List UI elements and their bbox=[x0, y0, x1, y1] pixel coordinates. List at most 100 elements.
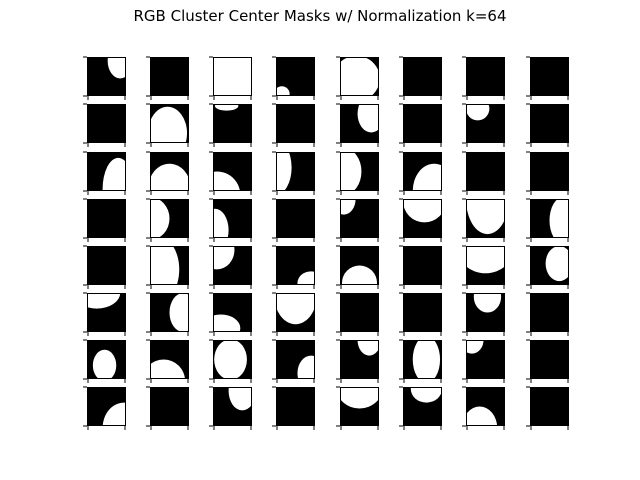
mask-region bbox=[297, 355, 315, 379]
panel-frame bbox=[530, 104, 569, 143]
mask-region bbox=[297, 271, 315, 285]
mask-panel-r5-c5 bbox=[336, 245, 379, 289]
mask-region bbox=[150, 246, 180, 285]
panel-frame bbox=[150, 293, 189, 332]
mask-region bbox=[357, 340, 379, 356]
panel-frame bbox=[340, 293, 379, 332]
panel-frame bbox=[87, 104, 126, 143]
mask-background bbox=[530, 293, 569, 332]
mask-panel-r7-c1 bbox=[83, 339, 126, 383]
panel-frame bbox=[530, 152, 569, 191]
mask-region bbox=[169, 293, 189, 332]
mask-panel-r3-c6 bbox=[399, 151, 442, 195]
mask-background bbox=[403, 104, 442, 143]
mask-panel-r4-c1 bbox=[83, 198, 126, 242]
mask-panel-r2-c1 bbox=[83, 103, 126, 147]
panel-frame bbox=[403, 293, 442, 332]
panel-frame bbox=[466, 246, 505, 285]
mask-panel-r4-c6 bbox=[399, 198, 442, 242]
mask-region bbox=[107, 57, 126, 79]
mask-panel-r7-c4 bbox=[272, 339, 315, 383]
mask-region bbox=[403, 199, 442, 223]
mask-region bbox=[102, 402, 126, 426]
panel-frame bbox=[213, 340, 252, 379]
mask-panel-r7-c2 bbox=[146, 339, 189, 383]
mask-region bbox=[549, 199, 569, 238]
mask-region bbox=[340, 199, 356, 215]
mask-region bbox=[213, 57, 252, 96]
mask-panel-r7-c3 bbox=[209, 339, 252, 383]
mask-panel-r1-c8 bbox=[526, 56, 569, 100]
mask-region bbox=[466, 340, 484, 354]
panel-frame bbox=[87, 152, 126, 191]
mask-region bbox=[341, 265, 378, 285]
mask-background bbox=[87, 199, 126, 238]
mask-region bbox=[340, 152, 362, 191]
mask-background bbox=[403, 293, 442, 332]
panel-frame bbox=[340, 57, 379, 96]
mask-region bbox=[150, 106, 188, 143]
mask-panel-r8-c6 bbox=[399, 386, 442, 430]
mask-panel-r4-c3 bbox=[209, 198, 252, 242]
mask-region bbox=[276, 293, 315, 325]
mask-region bbox=[466, 246, 505, 274]
panel-frame bbox=[466, 199, 505, 238]
mask-region bbox=[213, 246, 235, 270]
panel-frame bbox=[530, 246, 569, 285]
mask-region bbox=[276, 86, 290, 96]
mask-panel-r3-c2 bbox=[146, 151, 189, 195]
mask-panel-r6-c3 bbox=[209, 292, 252, 336]
mask-panel-r4-c2 bbox=[146, 198, 189, 242]
panel-frame bbox=[213, 246, 252, 285]
panel-frame bbox=[213, 387, 252, 426]
mask-region bbox=[214, 104, 239, 111]
mask-background bbox=[276, 199, 315, 238]
mask-panel-r1-c4 bbox=[272, 56, 315, 100]
mask-region bbox=[102, 157, 126, 191]
panel-frame bbox=[466, 57, 505, 96]
mask-background bbox=[87, 104, 126, 143]
panel-frame bbox=[340, 152, 379, 191]
mask-panel-r5-c6 bbox=[399, 245, 442, 289]
mask-panel-r1-c3 bbox=[209, 56, 252, 100]
panel-frame bbox=[530, 387, 569, 426]
panel-frame bbox=[466, 340, 505, 379]
panel-frame bbox=[213, 57, 252, 96]
panel-frame bbox=[213, 199, 252, 238]
panel-frame bbox=[403, 340, 442, 379]
mask-region bbox=[412, 340, 441, 379]
mask-background bbox=[403, 57, 442, 96]
panel-frame bbox=[403, 387, 442, 426]
panel-frame bbox=[150, 246, 189, 285]
mask-panel-r8-c8 bbox=[526, 386, 569, 430]
mask-background bbox=[276, 387, 315, 426]
panel-frame bbox=[87, 293, 126, 332]
mask-panel-r2-c5 bbox=[336, 103, 379, 147]
mask-background bbox=[340, 293, 379, 332]
mask-panel-r6-c1 bbox=[83, 292, 126, 336]
mask-region bbox=[545, 246, 569, 282]
mask-region bbox=[357, 104, 379, 133]
mask-panel-r8-c3 bbox=[209, 386, 252, 430]
mask-region bbox=[473, 293, 502, 313]
mask-panel-r7-c6 bbox=[399, 339, 442, 383]
mask-panel-r7-c7 bbox=[462, 339, 505, 383]
mask-panel-r5-c4 bbox=[272, 245, 315, 289]
panel-frame bbox=[276, 57, 315, 96]
mask-region bbox=[213, 314, 241, 332]
mask-panel-r2-c4 bbox=[272, 103, 315, 147]
mask-panel-r3-c3 bbox=[209, 151, 252, 195]
mask-background bbox=[213, 104, 252, 143]
panel-frame bbox=[403, 104, 442, 143]
mask-panel-r2-c2 bbox=[146, 103, 189, 147]
panel-frame bbox=[87, 57, 126, 96]
mask-region bbox=[466, 199, 505, 235]
mask-region bbox=[466, 104, 490, 121]
panel-frame bbox=[150, 199, 189, 238]
panel-frame bbox=[276, 293, 315, 332]
mask-panel-r6-c6 bbox=[399, 292, 442, 336]
mask-background bbox=[530, 387, 569, 426]
mask-panel-r8-c4 bbox=[272, 386, 315, 430]
panel-frame bbox=[403, 57, 442, 96]
